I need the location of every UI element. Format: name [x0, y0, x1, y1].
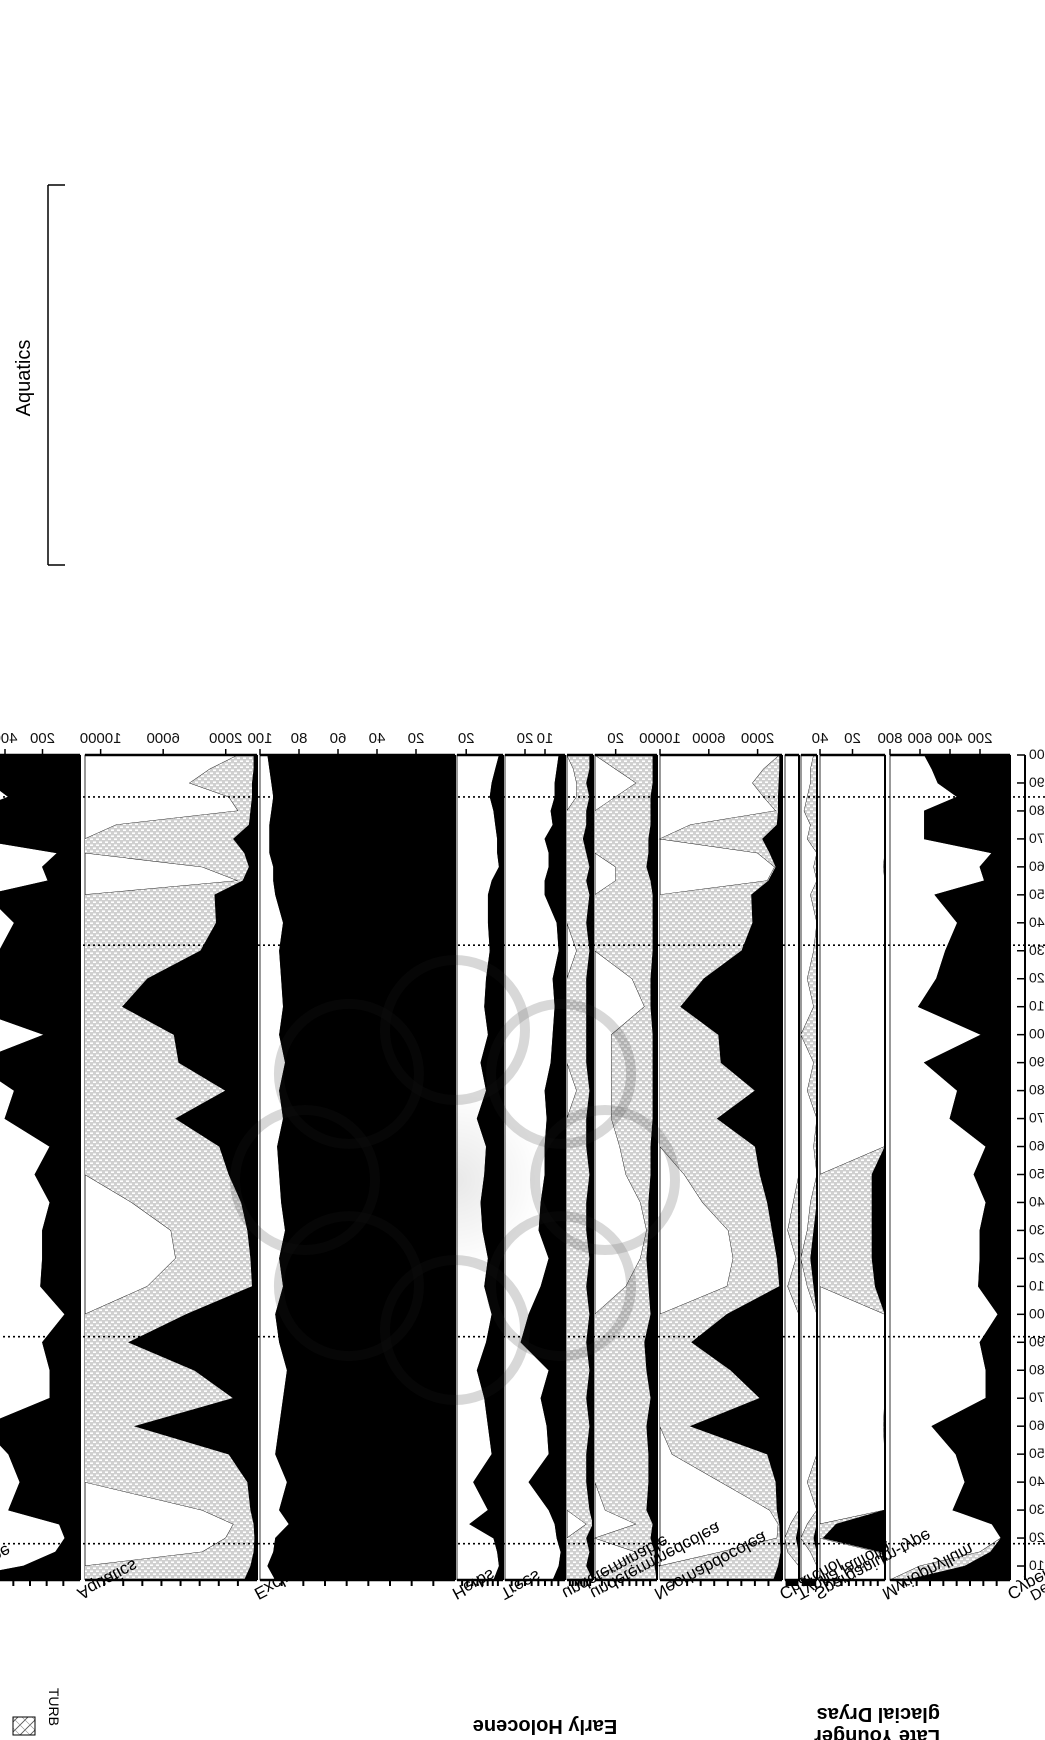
watermark-ring	[486, 1211, 637, 1362]
value-tick-label: 20	[844, 730, 861, 747]
value-tick-label: 2000	[741, 730, 774, 747]
depth-tick-label: 680	[1029, 1082, 1045, 1098]
depth-tick-label: 600	[1029, 1305, 1045, 1321]
value-area	[0, 754, 81, 1581]
depth-tick-label: 640	[1029, 1193, 1045, 1209]
depth-tick-label: 760	[1029, 858, 1045, 874]
value-area	[680, 754, 783, 1581]
depth-tick-label: 590	[1029, 1333, 1045, 1349]
turb-legend-label: TURB	[46, 1688, 62, 1726]
value-tick-label: 40	[369, 730, 386, 747]
depth-tick-label: 550	[1029, 1445, 1045, 1461]
value-tick-label: 800	[877, 730, 902, 747]
value-tick-label: 60	[330, 730, 347, 747]
panel-undeterminedcolea: undeterminedcolea	[566, 753, 724, 1603]
zone-header-line1: Late Younger	[814, 1725, 940, 1740]
watermark-center	[365, 1090, 545, 1270]
depth-tick-label: 540	[1029, 1473, 1045, 1489]
depth-tick-label: 770	[1029, 830, 1045, 846]
exaggeration-fill	[801, 755, 817, 1580]
exaggeration-fill	[595, 755, 657, 1580]
depth-tick-label: 750	[1029, 886, 1045, 902]
depth-tick-label: 740	[1029, 914, 1045, 930]
depth-axis-group: 510 520 530 540 550 560 570 580 590 600 610 620 630 6…	[1017, 746, 1045, 1580]
depth-tick-label: 720	[1029, 970, 1045, 986]
depth-tick-label: 730	[1029, 942, 1045, 958]
depth-tick-label: 800	[1029, 746, 1045, 762]
depth-tick-label: 620	[1029, 1249, 1045, 1265]
panels-group: 200400600800Cyperaceae2040MyriophyllumSp…	[0, 730, 1045, 1603]
value-tick-label: 6000	[146, 730, 179, 747]
depth-tick-label: 670	[1029, 1110, 1045, 1126]
value-tick-label: 20	[517, 730, 534, 747]
zone-header-line2: glacial Dryas	[817, 1703, 940, 1725]
value-area	[122, 754, 258, 1581]
value-tick-label: 20	[607, 730, 624, 747]
zone-header: Late Younger glacial Dryas	[808, 1703, 940, 1740]
depth-tick-label: 630	[1029, 1221, 1045, 1237]
exaggeration-fill	[820, 755, 885, 1580]
value-tick-label: 400	[0, 730, 18, 747]
depth-tick-label: 660	[1029, 1138, 1045, 1154]
depth-tick-label: 510	[1029, 1557, 1045, 1573]
value-area	[582, 754, 594, 1581]
panel-layer: 200400600800Cyperaceae2040MyriophyllumSp…	[0, 730, 1045, 1603]
watermark-ring	[273, 1211, 424, 1362]
turb-legend-swatch	[12, 1716, 36, 1736]
exaggeration-area	[800, 754, 818, 1581]
value-tick-label: 10000	[80, 730, 122, 747]
value-tick-label: 10	[537, 730, 554, 747]
depth-tick-label: 690	[1029, 1054, 1045, 1070]
value-tick-label: 80	[291, 730, 308, 747]
value-tick-label: 600	[907, 730, 932, 747]
depth-tick-label: 560	[1029, 1417, 1045, 1433]
depth-tick-label: 650	[1029, 1165, 1045, 1181]
exaggeration-fill	[567, 755, 593, 1580]
value-tick-label: 100	[247, 730, 272, 747]
value-tick-label: 20	[458, 730, 475, 747]
depth-tick-label: 700	[1029, 1026, 1045, 1042]
depth-tick-label: 580	[1029, 1361, 1045, 1377]
upright-frame: 200400600800Cyperaceae2040MyriophyllumSp…	[0, 730, 1045, 1603]
depth-tick-label: 790	[1029, 774, 1045, 790]
value-tick-label: 200	[967, 730, 992, 747]
depth-tick-label: 610	[1029, 1277, 1045, 1293]
value-tick-label: 6000	[692, 730, 725, 747]
aquatics-label: Aquatics	[13, 340, 35, 417]
watermark-ring	[486, 998, 637, 1149]
depth-tick-label: 710	[1029, 998, 1045, 1014]
period-header: Early Holocene	[473, 1715, 618, 1737]
value-tick-label: 2000	[209, 730, 242, 747]
value-tick-label: 10000	[639, 730, 681, 747]
depth-tick-label: 570	[1029, 1389, 1045, 1405]
exaggeration-area	[784, 754, 800, 1581]
depth-tick-label: 530	[1029, 1501, 1045, 1517]
value-tick-label: 400	[937, 730, 962, 747]
value-area	[267, 754, 456, 1581]
value-tick-label: 20	[408, 730, 425, 747]
depth-tick-label: 520	[1029, 1529, 1045, 1545]
value-area	[520, 754, 566, 1581]
value-area	[906, 754, 1011, 1581]
depth-tick-label: 780	[1029, 802, 1045, 818]
watermark-logo	[230, 955, 680, 1405]
value-area	[644, 754, 658, 1581]
value-tick-label: 200	[30, 730, 55, 747]
watermark-ring	[273, 998, 424, 1149]
value-tick-label: 40	[812, 730, 829, 747]
